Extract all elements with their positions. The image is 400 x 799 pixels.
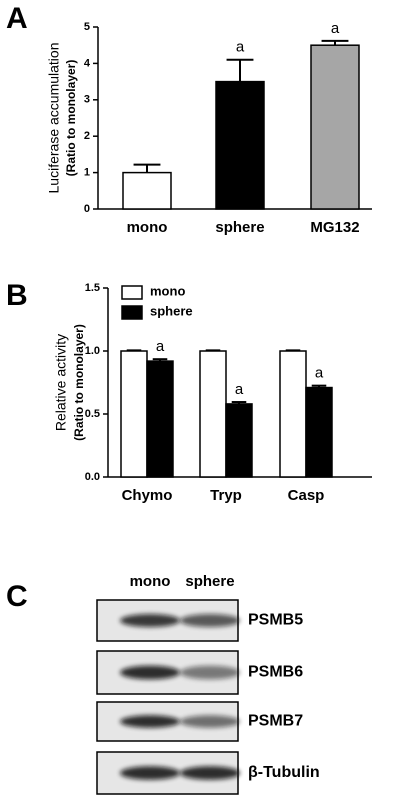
- significance-label: a: [235, 381, 244, 398]
- band: [180, 665, 240, 680]
- bar: [215, 80, 265, 210]
- significance-label: a: [236, 39, 245, 56]
- y-tick-label: 0.0: [85, 471, 100, 483]
- y-tick-label: 3: [84, 94, 90, 106]
- bar: [225, 403, 253, 478]
- panel-label: A: [6, 2, 28, 35]
- protein-label: PSMB5: [248, 612, 303, 629]
- y-tick-label: 0: [84, 203, 90, 215]
- band: [120, 766, 180, 780]
- y-axis-label: (Ratio to monolayer): [64, 60, 78, 177]
- bar: [305, 386, 333, 478]
- bar: [199, 350, 227, 478]
- significance-label: a: [331, 20, 340, 37]
- protein-label: PSMB7: [248, 713, 303, 730]
- legend-swatch: [121, 285, 143, 300]
- band: [180, 766, 240, 780]
- bar: [310, 44, 360, 210]
- y-axis-label: Relative activity: [53, 334, 69, 431]
- bar: [146, 360, 174, 478]
- bar: [120, 350, 148, 478]
- y-tick-label: 2: [84, 130, 90, 142]
- protein-label: PSMB6: [248, 664, 303, 681]
- x-tick-label: MG132: [310, 219, 359, 236]
- significance-label: a: [315, 365, 324, 382]
- y-tick-label: 4: [84, 57, 91, 69]
- lane-label: sphere: [185, 573, 234, 590]
- y-tick-label: 5: [84, 21, 90, 33]
- legend-swatch: [121, 305, 143, 320]
- x-tick-label: mono: [127, 219, 168, 236]
- band: [180, 613, 240, 628]
- panel-label: C: [6, 580, 28, 613]
- lane-label: mono: [130, 573, 171, 590]
- band: [180, 715, 240, 728]
- x-tick-label: Tryp: [210, 487, 242, 504]
- legend-label: mono: [150, 283, 185, 298]
- y-tick-label: 1.5: [85, 282, 100, 294]
- y-tick-label: 1.0: [85, 345, 100, 357]
- protein-label: β-Tubulin: [248, 764, 320, 781]
- significance-label: a: [156, 338, 165, 355]
- x-tick-label: sphere: [215, 219, 264, 236]
- x-tick-label: Chymo: [122, 487, 173, 504]
- band: [120, 715, 180, 728]
- legend-label: sphere: [150, 303, 193, 318]
- y-tick-label: 0.5: [85, 408, 100, 420]
- y-tick-label: 1: [84, 167, 90, 179]
- band: [120, 613, 180, 628]
- band: [120, 665, 180, 680]
- y-axis-label: Luciferase accumulation: [46, 43, 62, 194]
- bar: [279, 350, 307, 478]
- x-tick-label: Casp: [288, 487, 325, 504]
- bar: [122, 171, 172, 210]
- panel-label: B: [6, 279, 28, 312]
- y-axis-label: (Ratio to monolayer): [72, 324, 86, 441]
